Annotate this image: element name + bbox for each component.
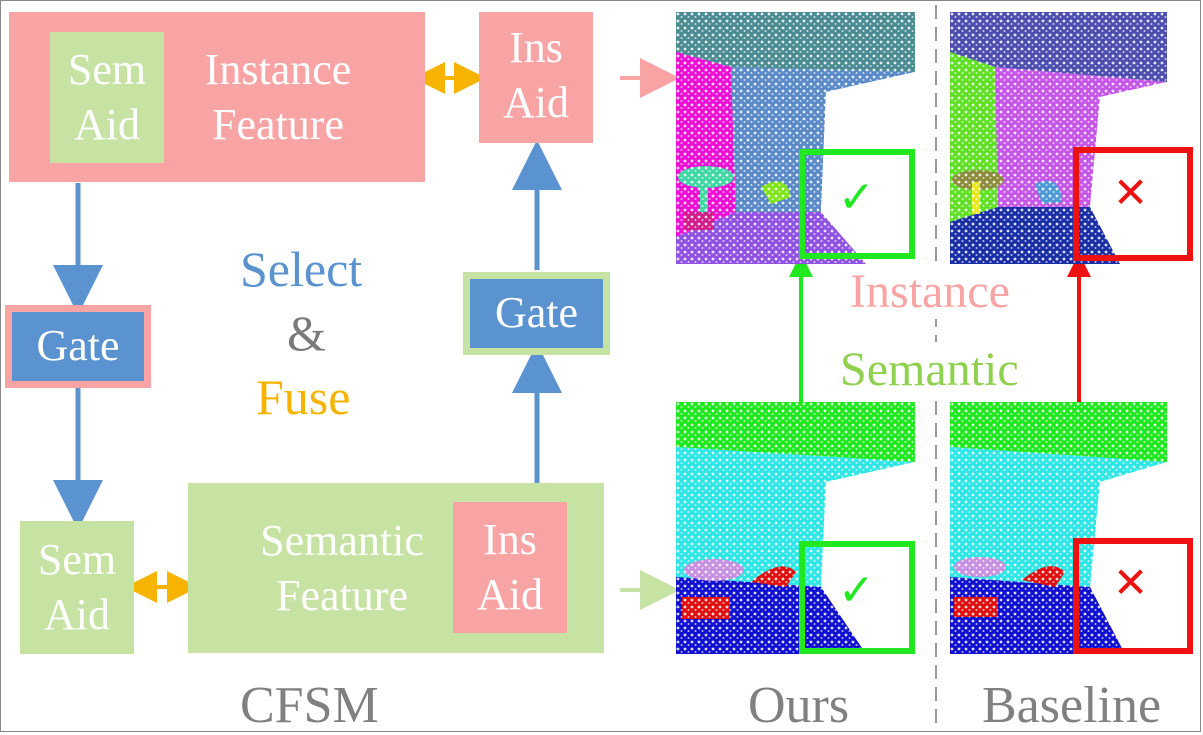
ours-semantic-check-box [799, 541, 915, 654]
gate-right-label: Gate [494, 288, 579, 337]
ours-instance-check-box [799, 149, 915, 259]
baseline-instance-image [950, 12, 1167, 264]
ours-caption: Ours [748, 677, 850, 734]
ours-instance-check-icon: ✓ [838, 172, 875, 223]
select-label: Select [240, 241, 363, 297]
baseline-semantic-cross-box [1073, 538, 1193, 654]
ours-semantic-image [676, 402, 915, 654]
gate-left [12, 312, 144, 381]
bottom-ins-aid-label: Ins Aid [477, 515, 543, 619]
cfsm-caption: CFSM [240, 677, 379, 734]
instance-row-label: Instance [848, 264, 1012, 319]
gate-right [470, 279, 603, 348]
baseline-semantic-image [950, 402, 1167, 654]
instance-feature-label: Instance Feature [204, 45, 352, 149]
ours-semantic-check-icon: ✓ [838, 565, 875, 616]
fuse-label: Fuse [256, 369, 351, 425]
top-sem-aid-box [50, 32, 164, 163]
top-ins-aid-box [479, 12, 593, 143]
top-sem-aid-label: Sem Aid [67, 45, 147, 149]
gate-left-label: Gate [36, 321, 120, 370]
semantic-row-label: Semantic [838, 342, 1021, 397]
bottom-sem-aid-box [20, 521, 134, 654]
baseline-semantic-cross-icon: ✕ [1113, 558, 1149, 607]
amp-label: & [287, 305, 326, 361]
baseline-instance-cross-icon: ✕ [1113, 168, 1149, 217]
top-ins-aid-label: Ins Aid [503, 23, 569, 127]
ours-instance-image [676, 12, 915, 264]
baseline-instance-cross-box [1073, 147, 1193, 261]
bottom-sem-aid-label: Sem Aid [37, 535, 117, 639]
baseline-caption: Baseline [982, 677, 1162, 734]
semantic-feature-label: Semantic Feature [260, 516, 424, 620]
bottom-ins-aid-box [453, 502, 567, 633]
